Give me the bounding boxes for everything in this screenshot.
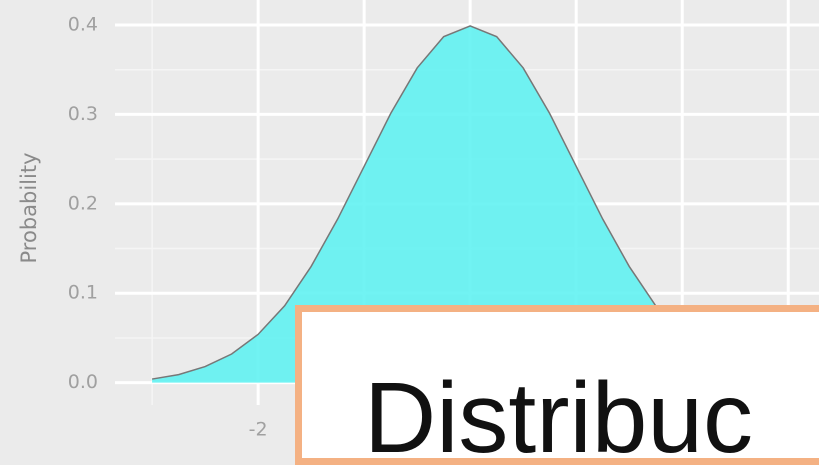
page: {"chart_data": {"type": "area", "y_label…	[17, 0, 819, 465]
y-tick-label: 0.1	[68, 282, 98, 304]
y-tick-label: 0.2	[68, 192, 98, 214]
y-axis-label: Probability	[17, 152, 41, 263]
y-tick-label: 0.4	[68, 14, 98, 36]
chart: Probability 0.00.10.20.30.4-2-10123	[17, 0, 819, 441]
area	[152, 25, 789, 383]
y-tick-label: 0.3	[68, 103, 98, 125]
overlay-box: Distribuc	[295, 305, 819, 465]
overlay-text: Distribuc	[364, 362, 753, 465]
y-tick-label: 0.0	[68, 371, 98, 393]
x-tick-label: -2	[249, 419, 268, 441]
